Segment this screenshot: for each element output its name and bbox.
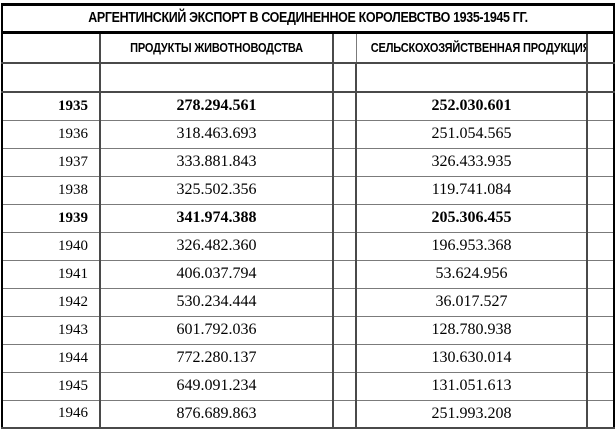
cell-year: 1946 — [1, 400, 101, 429]
table-row: 1943 601.792.036 128.780.938 — [1, 316, 615, 345]
cell-spacer-b — [587, 344, 615, 373]
cell-agriculture-value: 326.433.935 — [356, 148, 588, 177]
cell-spacer-a — [333, 400, 357, 429]
table-title-row: АРГЕНТИНСКИЙ ЭКСПОРТ В СОЕДИНЕННОЕ КОРОЛ… — [1, 3, 615, 34]
cell-year: 1945 — [1, 372, 101, 401]
cell-spacer-a — [333, 120, 357, 149]
cell-livestock-value: 406.037.794 — [100, 260, 334, 289]
cell-spacer-b — [587, 372, 615, 401]
cell-livestock-value: 649.091.234 — [100, 372, 334, 401]
cell-spacer-b — [587, 176, 615, 205]
cell-livestock-value: 325.502.356 — [100, 176, 334, 205]
cell-spacer-a — [333, 204, 357, 233]
table-row: 1940 326.482.360 196.953.368 — [1, 232, 615, 261]
blank-cell-spacer-a — [333, 63, 357, 93]
cell-livestock-value: 530.234.444 — [100, 288, 334, 317]
table-row: 1944 772.280.137 130.630.014 — [1, 344, 615, 373]
cell-spacer-b — [587, 316, 615, 345]
cell-spacer-a — [333, 316, 357, 345]
argentine-export-table: АРГЕНТИНСКИЙ ЭКСПОРТ В СОЕДИНЕННОЕ КОРОЛ… — [1, 3, 615, 429]
table-row: 1945 649.091.234 131.051.613 — [1, 372, 615, 401]
table-row: 1946 876.689.863 251.993.208 — [1, 400, 615, 429]
cell-livestock-value: 326.482.360 — [100, 232, 334, 261]
cell-agriculture-value: 119.741.084 — [356, 176, 588, 205]
cell-year: 1940 — [1, 232, 101, 261]
table-row: 1939 341.974.388 205.306.455 — [1, 204, 615, 233]
cell-agriculture-value: 252.030.601 — [356, 92, 588, 121]
cell-spacer-a — [333, 148, 357, 177]
cell-year: 1937 — [1, 148, 101, 177]
column-header-year — [1, 32, 101, 64]
cell-spacer-a — [333, 260, 357, 289]
cell-year: 1942 — [1, 288, 101, 317]
table-header-row: ПРОДУКТЫ ЖИВОТНОВОДСТВА СЕЛЬСКОХОЗЯЙСТВЕ… — [1, 32, 615, 64]
cell-spacer-b — [587, 400, 615, 429]
table-row: 1937 333.881.843 326.433.935 — [1, 148, 615, 177]
cell-agriculture-value: 131.051.613 — [356, 372, 588, 401]
column-header-livestock: ПРОДУКТЫ ЖИВОТНОВОДСТВА — [100, 32, 334, 64]
table-body: АРГЕНТИНСКИЙ ЭКСПОРТ В СОЕДИНЕННОЕ КОРОЛ… — [1, 3, 615, 429]
page-title: АРГЕНТИНСКИЙ ЭКСПОРТ В СОЕДИНЕННОЕ КОРОЛ… — [88, 10, 528, 26]
table-row: 1942 530.234.444 36.017.527 — [1, 288, 615, 317]
cell-spacer-b — [587, 260, 615, 289]
cell-year: 1935 — [1, 92, 101, 121]
cell-livestock-value: 772.280.137 — [100, 344, 334, 373]
cell-spacer-b — [587, 232, 615, 261]
cell-agriculture-value: 251.993.208 — [356, 400, 588, 429]
cell-livestock-value: 333.881.843 — [100, 148, 334, 177]
cell-spacer-a — [333, 176, 357, 205]
table-row: 1938 325.502.356 119.741.084 — [1, 176, 615, 205]
cell-spacer-a — [333, 288, 357, 317]
column-header-livestock-label: ПРОДУКТЫ ЖИВОТНОВОДСТВА — [130, 41, 303, 55]
cell-year: 1936 — [1, 120, 101, 149]
cell-livestock-value: 318.463.693 — [100, 120, 334, 149]
cell-agriculture-value: 128.780.938 — [356, 316, 588, 345]
cell-year: 1941 — [1, 260, 101, 289]
cell-agriculture-value: 251.054.565 — [356, 120, 588, 149]
cell-livestock-value: 876.689.863 — [100, 400, 334, 429]
cell-spacer-b — [587, 92, 615, 121]
cell-livestock-value: 278.294.561 — [100, 92, 334, 121]
column-header-agriculture: СЕЛЬСКОХОЗЯЙСТВЕННАЯ ПРОДУКЦИЯ — [356, 32, 588, 64]
cell-agriculture-value: 205.306.455 — [356, 204, 588, 233]
page-title-cell: АРГЕНТИНСКИЙ ЭКСПОРТ В СОЕДИНЕННОЕ КОРОЛ… — [1, 3, 615, 34]
cell-year: 1938 — [1, 176, 101, 205]
table-blank-row — [1, 63, 615, 93]
cell-agriculture-value: 130.630.014 — [356, 344, 588, 373]
column-header-spacer-a — [333, 32, 357, 64]
blank-cell-spacer-b — [587, 63, 615, 93]
cell-agriculture-value: 53.624.956 — [356, 260, 588, 289]
cell-spacer-a — [333, 92, 357, 121]
spreadsheet-canvas: АРГЕНТИНСКИЙ ЭКСПОРТ В СОЕДИНЕННОЕ КОРОЛ… — [0, 3, 616, 435]
cell-livestock-value: 601.792.036 — [100, 316, 334, 345]
cell-spacer-a — [333, 372, 357, 401]
cell-year: 1939 — [1, 204, 101, 233]
blank-cell-year — [1, 63, 101, 93]
cell-agriculture-value: 196.953.368 — [356, 232, 588, 261]
cell-spacer-b — [587, 120, 615, 149]
column-header-spacer-b — [587, 32, 615, 64]
table-row: 1941 406.037.794 53.624.956 — [1, 260, 615, 289]
cell-year: 1944 — [1, 344, 101, 373]
column-header-agriculture-label: СЕЛЬСКОХОЗЯЙСТВЕННАЯ ПРОДУКЦИЯ — [370, 41, 587, 55]
blank-cell-livestock — [100, 63, 334, 93]
cell-spacer-a — [333, 232, 357, 261]
cell-agriculture-value: 36.017.527 — [356, 288, 588, 317]
blank-cell-agriculture — [356, 63, 588, 93]
cell-spacer-b — [587, 148, 615, 177]
cell-spacer-b — [587, 288, 615, 317]
cell-year: 1943 — [1, 316, 101, 345]
cell-spacer-b — [587, 204, 615, 233]
table-row: 1935 278.294.561 252.030.601 — [1, 92, 615, 121]
cell-livestock-value: 341.974.388 — [100, 204, 334, 233]
table-row: 1936 318.463.693 251.054.565 — [1, 120, 615, 149]
cell-spacer-a — [333, 344, 357, 373]
